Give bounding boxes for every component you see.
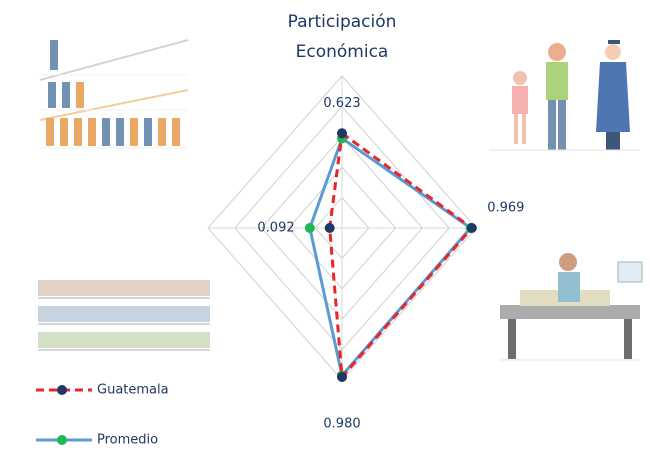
value-label: 0.969 xyxy=(487,201,524,216)
legend-marker xyxy=(57,385,67,395)
legend-label: Guatemala xyxy=(97,383,169,398)
series-marker xyxy=(304,223,315,233)
axis-label: Participación Económica xyxy=(288,12,397,62)
illustration-politics xyxy=(38,280,210,351)
series-marker xyxy=(324,223,335,233)
legend: Guatemala Promedio xyxy=(36,383,169,448)
series-marker xyxy=(466,223,477,233)
illustration-economy xyxy=(39,39,189,149)
series-line xyxy=(328,130,475,381)
series-marker xyxy=(337,371,347,382)
illustration-health xyxy=(500,253,643,361)
legend-label: Promedio xyxy=(97,433,158,448)
value-label: 0.980 xyxy=(323,417,360,432)
value-label: 0.092 xyxy=(257,221,294,236)
value-label: 0.623 xyxy=(323,96,360,111)
legend-marker xyxy=(57,435,67,445)
series-marker xyxy=(337,128,347,139)
radar-plot: Participación Económica 0.623 0.969 0.980 0.0… xyxy=(207,12,524,432)
illustration-education xyxy=(490,40,640,151)
